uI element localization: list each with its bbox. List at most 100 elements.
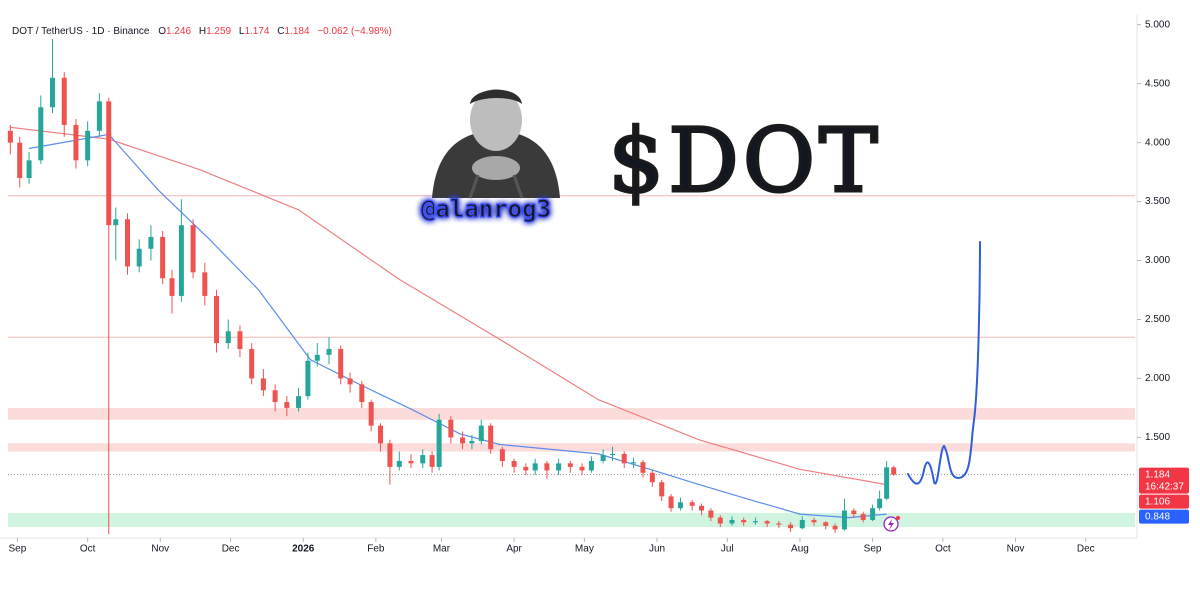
moving-average xyxy=(28,133,887,519)
candle-body xyxy=(776,523,782,525)
candle-body xyxy=(523,466,529,471)
y-tick-label: 2.000 xyxy=(1145,373,1170,384)
ohlc-label: C xyxy=(277,26,284,37)
candle-body xyxy=(689,502,695,506)
candle-body xyxy=(891,467,897,475)
candle-body xyxy=(640,462,646,473)
candle-body xyxy=(408,460,414,464)
zone xyxy=(8,443,1135,452)
candle-body xyxy=(544,463,550,471)
candle-body xyxy=(610,453,616,456)
candle-body xyxy=(225,331,231,344)
candle-body xyxy=(621,453,627,464)
x-tick-label: May xyxy=(575,544,594,555)
y-tick-label: 3.000 xyxy=(1145,255,1170,266)
candle-body xyxy=(588,460,594,471)
candle-body xyxy=(799,519,805,529)
y-tick-label: 5.000 xyxy=(1145,19,1170,30)
candle-body xyxy=(499,449,505,461)
candle-body xyxy=(190,225,196,273)
candle-body xyxy=(296,396,302,408)
candle-body xyxy=(169,278,175,296)
candle-body xyxy=(160,236,166,279)
candle-body xyxy=(96,101,102,131)
candle-body xyxy=(214,295,220,344)
x-tick-label: Oct xyxy=(935,544,951,555)
candle-body xyxy=(788,524,794,529)
candle-body xyxy=(326,348,332,355)
candle-body xyxy=(699,505,705,511)
ohlc-label: H xyxy=(199,26,206,37)
alert-icon[interactable] xyxy=(883,516,900,532)
x-tick-label: Mar xyxy=(433,544,451,555)
candle-body xyxy=(741,519,747,523)
candle-body xyxy=(567,463,573,467)
candle-body xyxy=(823,522,829,526)
candle-body xyxy=(314,354,320,361)
candle-body xyxy=(305,360,311,397)
y-tick-label: 3.500 xyxy=(1145,196,1170,207)
price-label: 1.106 xyxy=(1145,496,1170,507)
candle-body xyxy=(85,130,91,161)
candle-body xyxy=(649,472,655,483)
candle-body xyxy=(7,130,13,143)
x-tick-label: 2026 xyxy=(292,544,315,555)
candle-body xyxy=(659,482,665,497)
change: −0.062 (−4.98%) xyxy=(317,26,392,37)
candle-body xyxy=(729,519,735,524)
zone xyxy=(8,407,1135,420)
ohlc-value: 1.246 xyxy=(166,26,191,37)
candle-body xyxy=(631,462,637,464)
x-tick-label: Dec xyxy=(222,544,240,555)
header: DOT / TetherUS · 1D · Binance O1.246 H1.… xyxy=(12,26,392,37)
x-tick-label: Feb xyxy=(367,544,385,555)
candle-body xyxy=(124,219,130,267)
countdown: 16:42:37 xyxy=(1145,481,1184,492)
candle-body xyxy=(851,510,857,515)
candle-body xyxy=(832,525,838,530)
annotation: @alanrog3 xyxy=(421,195,551,223)
candle-body xyxy=(260,378,266,391)
price-label: 1.184 xyxy=(1145,469,1170,480)
candle-body xyxy=(249,348,255,379)
y-tick-label: 4.500 xyxy=(1145,78,1170,89)
candle-body xyxy=(870,508,876,520)
candle-body xyxy=(717,517,723,524)
price-label: 0.848 xyxy=(1145,511,1170,522)
projection-drawing xyxy=(907,241,981,485)
candle-body xyxy=(387,443,393,467)
candle-body xyxy=(811,519,817,523)
x-tick-label: Sep xyxy=(864,544,882,555)
candle-body xyxy=(26,160,32,179)
candle-body xyxy=(202,272,208,296)
y-tick-label: 4.000 xyxy=(1145,137,1170,148)
x-tick-label: Apr xyxy=(506,544,522,555)
candle-body xyxy=(884,467,890,499)
candle-body xyxy=(877,498,883,509)
x-tick-label: Sep xyxy=(8,544,26,555)
x-tick-label: Nov xyxy=(151,544,169,555)
candle-body xyxy=(136,248,142,267)
y-tick-label: 2.500 xyxy=(1145,314,1170,325)
candle-body xyxy=(436,419,442,467)
plot-area xyxy=(7,38,1135,535)
candle-body xyxy=(378,425,384,444)
candle-body xyxy=(284,402,290,408)
moving-average xyxy=(10,126,887,486)
candle-body xyxy=(338,348,344,379)
zones xyxy=(8,195,1135,528)
candle-body xyxy=(677,502,683,509)
candle-body xyxy=(469,440,475,444)
price-label-box xyxy=(1139,494,1189,509)
candle-body xyxy=(668,496,674,509)
candle-body xyxy=(860,514,866,520)
x-tick-label: Oct xyxy=(80,544,96,555)
candle-body xyxy=(708,510,714,518)
candle-body xyxy=(460,437,466,444)
candle-body xyxy=(600,455,606,461)
zone xyxy=(8,512,1135,528)
candle-body xyxy=(532,463,538,471)
candle-body xyxy=(556,463,562,471)
portrait xyxy=(432,89,560,199)
